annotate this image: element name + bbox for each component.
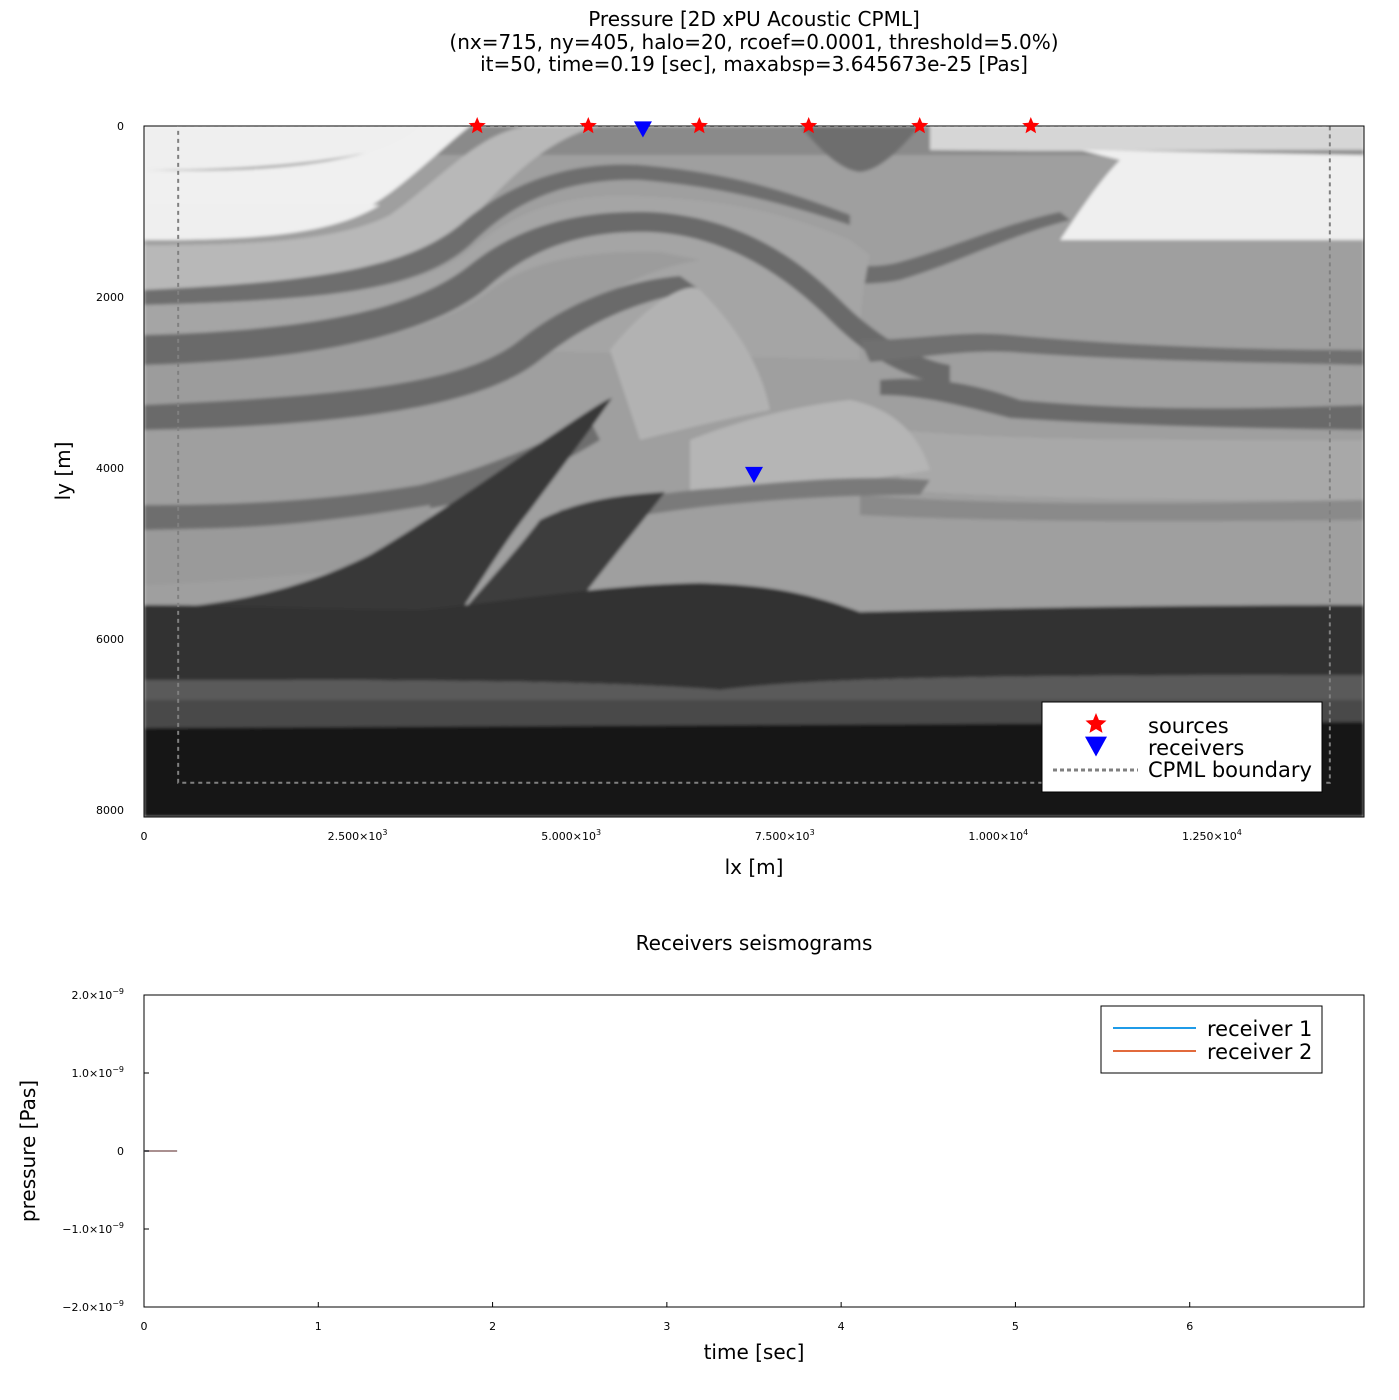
seismogram-y-tick-label: 1.0×10−9 bbox=[71, 1065, 124, 1080]
seismogram-y-ticks: 2.0×10−9 1.0×10−9 0 −1.0×10−9 −2.0×10−9 bbox=[62, 987, 149, 1314]
seismogram-x-tick-label: 0 bbox=[141, 1320, 148, 1333]
pressure-y-tick-label: 0 bbox=[117, 120, 124, 133]
pressure-x-tick-label: 0 bbox=[141, 830, 148, 843]
legend-receiver-1-label: receiver 1 bbox=[1207, 1017, 1312, 1041]
pressure-x-tick-label: 7.500×103 bbox=[755, 828, 815, 843]
seismogram-y-tick-label: 2.0×10−9 bbox=[71, 987, 124, 1002]
source-marker bbox=[911, 117, 929, 134]
pressure-x-axis-label: lx [m] bbox=[725, 855, 784, 879]
pressure-title-line-2: (nx=715, ny=405, halo=20, rcoef=0.0001, … bbox=[449, 30, 1058, 54]
seismogram-x-tick-label: 2 bbox=[489, 1320, 496, 1333]
legend-triangle-shape bbox=[1085, 736, 1107, 757]
seismogram-x-axis-label: time [sec] bbox=[704, 1340, 805, 1364]
pressure-legend-box bbox=[1041, 701, 1323, 793]
pressure-x-ticks: 0 2.500×103 5.000×103 7.500×103 1.000×104 1.2… bbox=[141, 828, 1242, 843]
legend-star-shape bbox=[1085, 713, 1107, 733]
pressure-x-tick-label: 5.000×103 bbox=[541, 828, 601, 843]
pressure-y-tick-label: 6000 bbox=[96, 633, 124, 646]
seismogram-x-tick-label: 3 bbox=[663, 1320, 670, 1333]
seismogram-y-tick-label: −1.0×10−9 bbox=[62, 1221, 124, 1236]
legend-receivers-label: receivers bbox=[1148, 736, 1244, 760]
pressure-heatmap bbox=[144, 126, 1364, 817]
source-marker bbox=[579, 117, 597, 134]
pressure-y-tick-label: 8000 bbox=[96, 804, 124, 817]
cpml-boundary-line bbox=[177, 125, 1331, 784]
legend-receiver-2-label: receiver 2 bbox=[1207, 1040, 1312, 1064]
pressure-title-line-1: Pressure [2D xPU Acoustic CPML] bbox=[588, 7, 920, 31]
pressure-plot-frame bbox=[143, 125, 1365, 818]
source-marker bbox=[1022, 117, 1040, 134]
seismogram-x-tick-label: 4 bbox=[838, 1320, 845, 1333]
source-markers bbox=[468, 117, 1040, 134]
pressure-title-line-3: it=50, time=0.19 [sec], maxabsp=3.645673… bbox=[480, 52, 1028, 76]
pressure-y-ticks: 0 2000 4000 6000 8000 bbox=[96, 120, 124, 817]
seismogram-y-tick-label: 0 bbox=[117, 1145, 124, 1158]
seismogram-legend-box bbox=[1100, 1005, 1323, 1074]
pressure-x-tick-label: 1.250×104 bbox=[1182, 828, 1242, 843]
pressure-x-tick-label: 2.500×103 bbox=[328, 828, 388, 843]
receiver-markers bbox=[633, 121, 763, 484]
pressure-x-tick-label: 1.000×104 bbox=[968, 828, 1028, 843]
seismogram-x-tick-label: 5 bbox=[1012, 1320, 1019, 1333]
seismogram-title: Receivers seismograms bbox=[636, 931, 873, 955]
seismogram-x-ticks: 0 1 2 3 4 5 6 bbox=[141, 1302, 1193, 1333]
seismogram-legend: receiver 1 receiver 2 bbox=[1100, 1005, 1323, 1074]
pressure-panel: Pressure [2D xPU Acoustic CPML] (nx=715,… bbox=[51, 7, 1365, 879]
legend-sources-label: sources bbox=[1148, 714, 1229, 738]
seismogram-y-axis-label: pressure [Pas] bbox=[16, 1080, 40, 1222]
pressure-y-axis-label: ly [m] bbox=[51, 442, 75, 501]
source-marker bbox=[468, 117, 486, 134]
legend-cpml-label: CPML boundary bbox=[1148, 758, 1312, 782]
source-marker bbox=[800, 117, 818, 134]
pressure-y-tick-label: 2000 bbox=[96, 291, 124, 304]
legend-receivers-marker bbox=[1085, 736, 1107, 757]
seismogram-x-tick-label: 6 bbox=[1186, 1320, 1193, 1333]
receiver-marker bbox=[745, 466, 763, 484]
receiver-marker bbox=[633, 121, 652, 138]
seismogram-y-tick-label: −2.0×10−9 bbox=[62, 1299, 124, 1314]
source-marker bbox=[690, 117, 708, 134]
pressure-y-tick-label: 4000 bbox=[96, 462, 124, 475]
seismogram-panel: Receivers seismograms 0 1 2 3 4 5 6 2.0×10−9 1.… bbox=[16, 931, 1365, 1364]
pressure-legend: sources receivers CPML boundary bbox=[1041, 701, 1323, 793]
legend-sources-marker bbox=[1085, 713, 1107, 733]
seismogram-x-tick-label: 1 bbox=[315, 1320, 322, 1333]
